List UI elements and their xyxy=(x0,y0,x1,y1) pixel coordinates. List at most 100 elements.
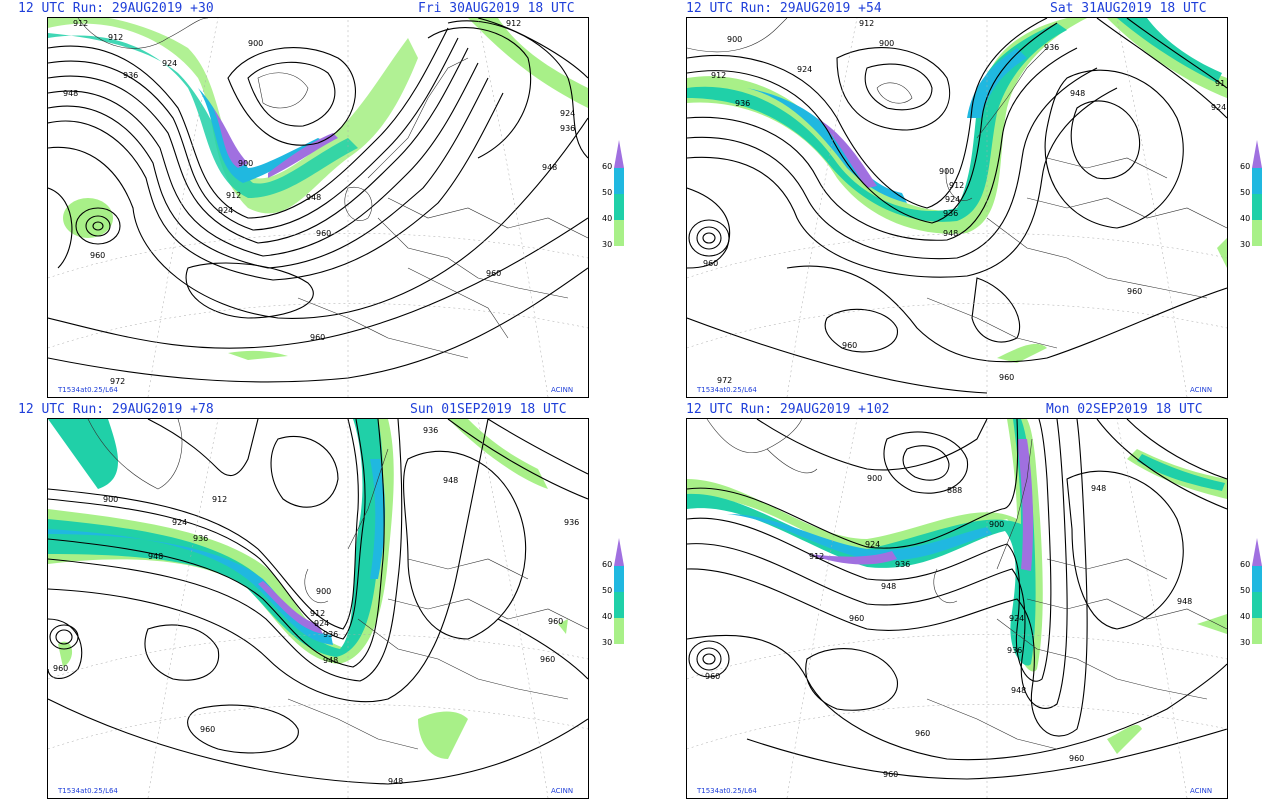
contour-label: 948 xyxy=(1177,597,1192,606)
legend-tick: 50 xyxy=(602,188,613,197)
legend-tick: 60 xyxy=(602,560,613,569)
legend-tick: 50 xyxy=(1240,188,1251,197)
legend-tick: 30 xyxy=(1240,638,1251,647)
contour-label: 936 xyxy=(735,99,750,108)
contour-label: 948 xyxy=(63,89,78,98)
contour-label: 960 xyxy=(999,373,1014,382)
legend-swatch xyxy=(614,220,624,246)
contour-label: 936 xyxy=(423,426,438,435)
contour-label: 936 xyxy=(943,209,958,218)
contour-label: 91 xyxy=(1215,79,1225,88)
contour-label: 960 xyxy=(90,251,105,260)
contour-label: 936 xyxy=(123,71,138,80)
contour-label: 960 xyxy=(310,333,325,342)
legend-tick: 40 xyxy=(602,612,613,621)
contour-label: 900 xyxy=(939,167,954,176)
contour-label: 948 xyxy=(542,163,557,172)
legend-swatch xyxy=(614,168,624,194)
contour-label: 888 xyxy=(947,486,962,495)
color-legend: 60 50 40 30 xyxy=(1240,538,1276,648)
legend-swatch xyxy=(1252,566,1262,592)
legend-swatch xyxy=(614,592,624,618)
contour-label: 912 xyxy=(212,495,227,504)
contour-label: 924 xyxy=(797,65,812,74)
contour-label: 936 xyxy=(323,630,338,639)
weather-map: 900 888 912 924 936 948 960 900 924 936 … xyxy=(686,418,1228,799)
contour-label: 900 xyxy=(316,587,331,596)
legend-tick: 30 xyxy=(1240,240,1251,249)
run-label: 12 UTC Run: 29AUG2019 +102 xyxy=(686,402,890,417)
weather-map: 912 900 924 936 948 936 948 960 948 960 … xyxy=(47,418,589,799)
contour-label: 912 xyxy=(809,552,824,561)
legend-tick: 60 xyxy=(602,162,613,171)
contour-label: 924 xyxy=(865,540,880,549)
contour-label: 960 xyxy=(200,725,215,734)
legend-swatch xyxy=(1252,194,1262,220)
contour-label: 900 xyxy=(727,35,742,44)
contour-label: 900 xyxy=(103,495,118,504)
contour-label: 924 xyxy=(560,109,575,118)
valid-time-label: Sun 01SEP2019 18 UTC xyxy=(410,402,567,417)
credit-label: ACINN xyxy=(551,787,574,795)
valid-time-label: Sat 31AUG2019 18 UTC xyxy=(1050,1,1207,16)
contour-label: 960 xyxy=(883,770,898,779)
legend-swatch xyxy=(614,618,624,644)
legend-tick: 60 xyxy=(1240,162,1251,171)
legend-swatch xyxy=(614,194,624,220)
contour-label: 924 xyxy=(945,195,960,204)
contour-label: 960 xyxy=(705,672,720,681)
contour-label: 948 xyxy=(1011,686,1026,695)
contour-label: 948 xyxy=(1091,484,1106,493)
run-label: 12 UTC Run: 29AUG2019 +30 xyxy=(18,1,214,16)
contour-label: 924 xyxy=(218,206,233,215)
contour-label: 960 xyxy=(703,259,718,268)
contour-label: 960 xyxy=(1127,287,1142,296)
contour-label: 948 xyxy=(388,777,403,786)
credit-label: ACINN xyxy=(1190,386,1213,394)
contour-label: 912 xyxy=(859,19,874,28)
contour-label: 948 xyxy=(943,229,958,238)
contour-label: 972 xyxy=(717,376,732,385)
weather-map: 912 900 900 924 912 936 936 948 924 91 9… xyxy=(686,17,1228,398)
legend-swatch xyxy=(1252,168,1262,194)
color-legend: 60 50 40 30 xyxy=(1240,140,1276,250)
model-label: T1534at0.25/L64 xyxy=(58,386,118,394)
contour-label: 948 xyxy=(443,476,458,485)
contour-label: 972 xyxy=(110,377,125,386)
contour-label: 960 xyxy=(53,664,68,673)
legend-tick: 40 xyxy=(1240,214,1251,223)
contour-label: 960 xyxy=(540,655,555,664)
legend-tick: 50 xyxy=(602,586,613,595)
contour-label: 900 xyxy=(879,39,894,48)
contour-label: 948 xyxy=(881,582,896,591)
contour-label: 960 xyxy=(316,229,331,238)
contour-label: 900 xyxy=(989,520,1004,529)
contour-label: 924 xyxy=(162,59,177,68)
contour-label: 936 xyxy=(560,124,575,133)
run-label: 12 UTC Run: 29AUG2019 +78 xyxy=(18,402,214,417)
contour-label: 960 xyxy=(849,614,864,623)
contour-label: 960 xyxy=(842,341,857,350)
color-legend: 60 50 40 30 xyxy=(602,140,642,250)
contour-label: 960 xyxy=(915,729,930,738)
legend-swatch xyxy=(1252,592,1262,618)
contour-label: 936 xyxy=(564,518,579,527)
legend-tick: 40 xyxy=(1240,612,1251,621)
contour-label: 948 xyxy=(1070,89,1085,98)
contour-label: 960 xyxy=(1069,754,1084,763)
contour-label: 900 xyxy=(248,39,263,48)
contour-label: 912 xyxy=(108,33,123,42)
contour-label: 900 xyxy=(867,474,882,483)
legend-tick: 30 xyxy=(602,638,613,647)
contour-label: 948 xyxy=(323,656,338,665)
color-legend: 60 50 40 30 xyxy=(602,538,642,648)
legend-swatch xyxy=(614,566,624,592)
model-label: T1534at0.25/L64 xyxy=(58,787,118,795)
legend-tick: 40 xyxy=(602,214,613,223)
contour-label: 912 xyxy=(310,609,325,618)
legend-tick: 30 xyxy=(602,240,613,249)
contour-label: 960 xyxy=(486,269,501,278)
contour-label: 912 xyxy=(949,181,964,190)
credit-label: ACINN xyxy=(551,386,574,394)
contour-label: 912 xyxy=(226,191,241,200)
